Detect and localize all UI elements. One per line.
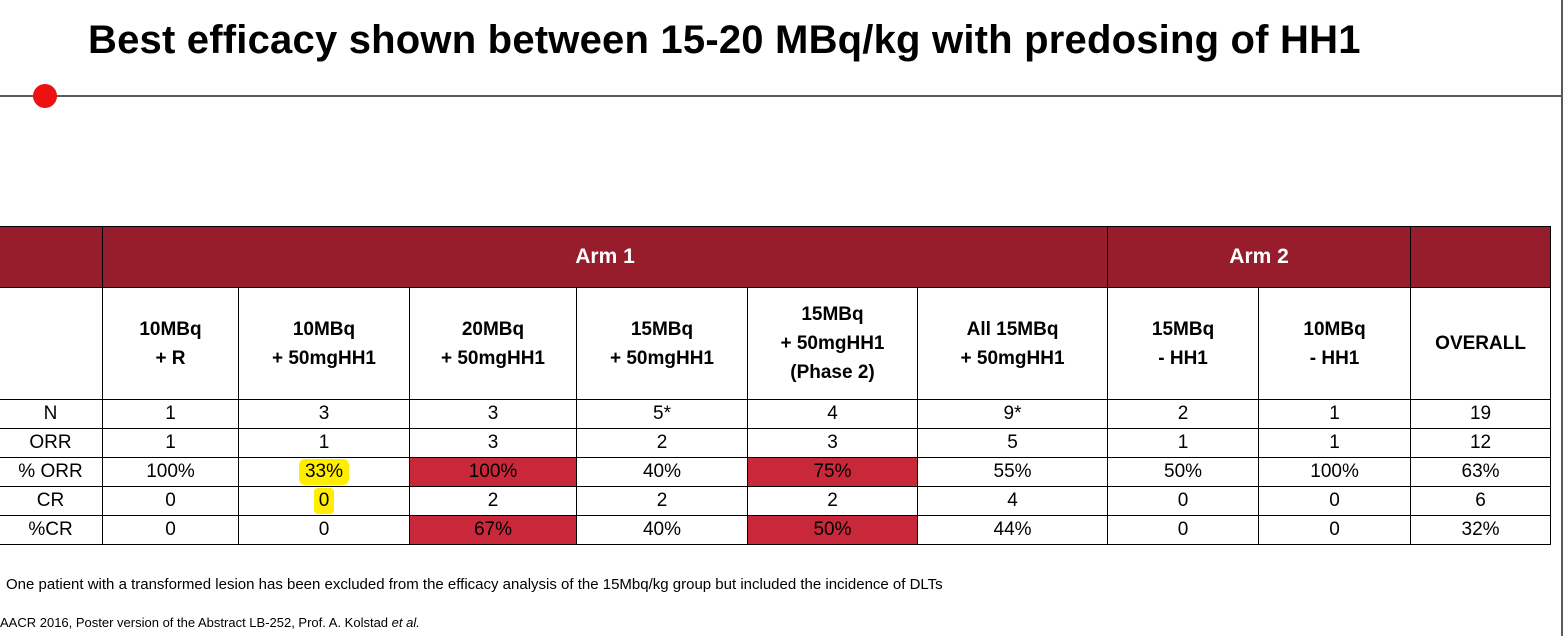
table-cell: 100% [1258,457,1412,487]
table-cell: 5 [916,428,1109,458]
table-cell: 33% [238,457,410,487]
table-cell-highlighted: 50% [747,515,918,545]
reference: AACR 2016, Poster version of the Abstrac… [0,615,420,630]
dose-header-row: 10MBq + R 10MBq + 50mgHH1 20MBq + 50mgHH1 1… [0,287,1552,400]
table-cell-highlighted: 100% [409,457,577,487]
table-cell: 0 [102,486,239,516]
row-label: ORR [0,428,103,458]
table-cell-highlighted: 75% [747,457,918,487]
table-cell: 2 [747,486,918,516]
col-header: 20MBq + 50mgHH1 [409,287,577,400]
table-cell: 63% [1410,457,1552,487]
table-cell: 19 [1410,399,1552,429]
highlighted-value: 0 [313,488,335,514]
title-divider [0,95,1562,97]
row-label: CR [0,486,103,516]
table-cell: 9* [916,399,1109,429]
overall-arm-blank [1410,226,1552,288]
table-cell: 3 [409,428,577,458]
arm1-header: Arm 1 [101,226,1109,288]
table-cell: 0 [102,515,239,545]
table-cell: 3 [747,428,918,458]
table-cell: 1 [102,399,239,429]
table-cell: 32% [1410,515,1552,545]
table-cell: 1 [102,428,239,458]
table-cell: 5* [576,399,748,429]
table-row-pct-orr: % ORR 100% 33% 100% 40% 75% 55% 50% 100%… [0,457,1552,487]
table-cell: 2 [409,486,577,516]
slide-right-border [1561,0,1563,636]
table-cell: 6 [1410,486,1552,516]
efficacy-table: Arm 1 Arm 2 10MBq + R 10MBq + 50mgHH1 20MB… [0,226,1552,545]
table-cell: 2 [1107,399,1260,429]
row-label: % ORR [0,457,103,487]
table-cell: 1 [238,428,410,458]
table-cell: 12 [1410,428,1552,458]
table-cell: 50% [1107,457,1260,487]
table-row-cr: CR 0 0 2 2 2 4 0 0 6 [0,486,1552,516]
table-cell: 0 [238,515,410,545]
table-cell: 1 [1258,428,1412,458]
table-cell: 40% [576,457,748,487]
arm2-header: Arm 2 [1107,226,1412,288]
col-header: 15MBq + 50mgHH1 (Phase 2) [747,287,918,400]
table-cell-highlighted: 67% [409,515,577,545]
table-cell: 0 [238,486,410,516]
table-cell: 1 [1107,428,1260,458]
table-row-n: N 1 3 3 5* 4 9* 2 1 19 [0,399,1552,429]
table-cell: 55% [916,457,1109,487]
col-header: All 15MBq + 50mgHH1 [916,287,1109,400]
table-cell: 0 [1258,486,1412,516]
table-cell: 44% [916,515,1109,545]
red-dot-marker [33,84,57,108]
dose-header-blank [0,287,103,400]
table-cell: 0 [1258,515,1412,545]
arm-header-blank [0,226,103,288]
col-header: 10MBq + R [102,287,239,400]
reference-suffix: et al. [391,615,420,630]
slide-title: Best efficacy shown between 15-20 MBq/kg… [88,18,1361,62]
highlighted-value: 33% [298,459,350,485]
arm-header-row: Arm 1 Arm 2 [0,226,1552,288]
col-header: 10MBq + 50mgHH1 [238,287,410,400]
table-cell: 0 [1107,486,1260,516]
table-cell: 100% [102,457,239,487]
table-cell: 0 [1107,515,1260,545]
table-cell: 2 [576,486,748,516]
table-cell: 4 [916,486,1109,516]
table-cell: 3 [238,399,410,429]
table-cell: 2 [576,428,748,458]
col-header: 15MBq + 50mgHH1 [576,287,748,400]
table-cell: 4 [747,399,918,429]
col-header-overall: OVERALL [1410,287,1552,400]
reference-text: AACR 2016, Poster version of the Abstrac… [0,615,389,630]
col-header: 10MBq - HH1 [1258,287,1412,400]
row-label: N [0,399,103,429]
table-cell: 40% [576,515,748,545]
table-cell: 3 [409,399,577,429]
table-row-orr: ORR 1 1 3 2 3 5 1 1 12 [0,428,1552,458]
row-label: %CR [0,515,103,545]
table-row-pct-cr: %CR 0 0 67% 40% 50% 44% 0 0 32% [0,515,1552,545]
col-header: 15MBq - HH1 [1107,287,1260,400]
footnote: One patient with a transformed lesion ha… [6,576,943,593]
table-cell: 1 [1258,399,1412,429]
